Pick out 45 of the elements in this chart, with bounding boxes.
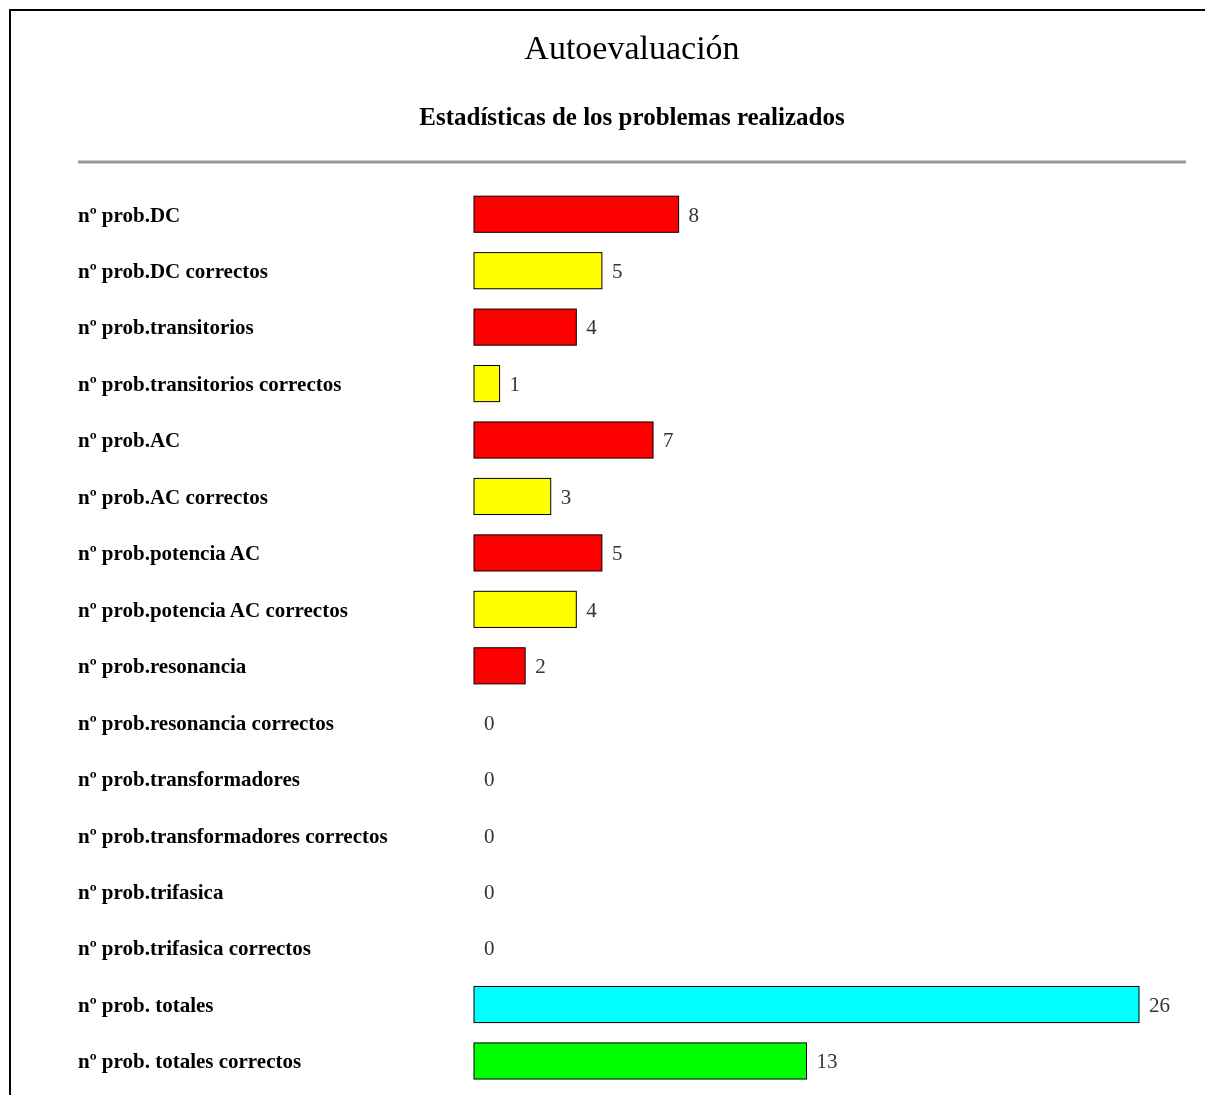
data-label: 1 [509, 371, 521, 396]
bar [473, 647, 526, 685]
bar [473, 985, 1140, 1024]
y-tick-label: nº prob.AC correctos [78, 484, 268, 509]
y-tick-label: nº prob.transitorios correctos [78, 371, 342, 396]
y-tick-label: nº prob.DC correctos [78, 259, 268, 284]
y-tick-label: nº prob.transformadores correctos [78, 823, 388, 848]
y-tick-label: nº prob.trifasica [78, 879, 224, 904]
bar [473, 308, 577, 346]
bar [473, 195, 680, 233]
bar [473, 1042, 807, 1080]
y-tick-label: nº prob.DC [78, 202, 181, 227]
y-tick-label: nº prob. totales correctos [78, 1049, 302, 1074]
bar [473, 421, 654, 459]
data-label: 0 [484, 936, 495, 961]
data-label: 5 [611, 541, 623, 566]
data-label: 0 [484, 767, 495, 792]
data-label: 3 [560, 484, 572, 509]
data-label: 4 [586, 315, 598, 340]
data-label: 0 [484, 710, 495, 735]
y-tick-label: nº prob.resonancia correctos [78, 710, 334, 735]
data-label: 13 [816, 1049, 838, 1074]
y-tick-label: nº prob.potencia AC [78, 541, 261, 566]
y-tick-label: nº prob.trifasica correctos [78, 936, 312, 961]
data-label: 8 [688, 202, 700, 227]
data-label: 2 [535, 654, 546, 679]
data-label: 26 [1149, 992, 1170, 1017]
y-tick-label: nº prob.transitorios [78, 315, 254, 340]
data-label: 7 [663, 428, 674, 453]
bar [473, 590, 577, 628]
y-tick-label: nº prob.potencia AC correctos [78, 597, 348, 622]
data-label: 0 [484, 879, 495, 904]
bar [473, 365, 501, 403]
data-label: 5 [611, 259, 623, 284]
y-tick-label: nº prob.AC [78, 428, 181, 453]
data-label: 4 [586, 597, 598, 622]
y-tick-label: nº prob.resonancia [78, 654, 247, 679]
chart-title: Autoevaluación [524, 28, 740, 66]
chart-subtitle: Estadísticas de los problemas realizados [419, 102, 846, 130]
bar [473, 477, 552, 516]
y-tick-label: nº prob.transformadores [78, 767, 300, 792]
bar [473, 534, 603, 572]
data-label: 0 [484, 823, 495, 848]
y-tick-label: nº prob. totales [78, 992, 214, 1017]
bar [473, 252, 603, 290]
